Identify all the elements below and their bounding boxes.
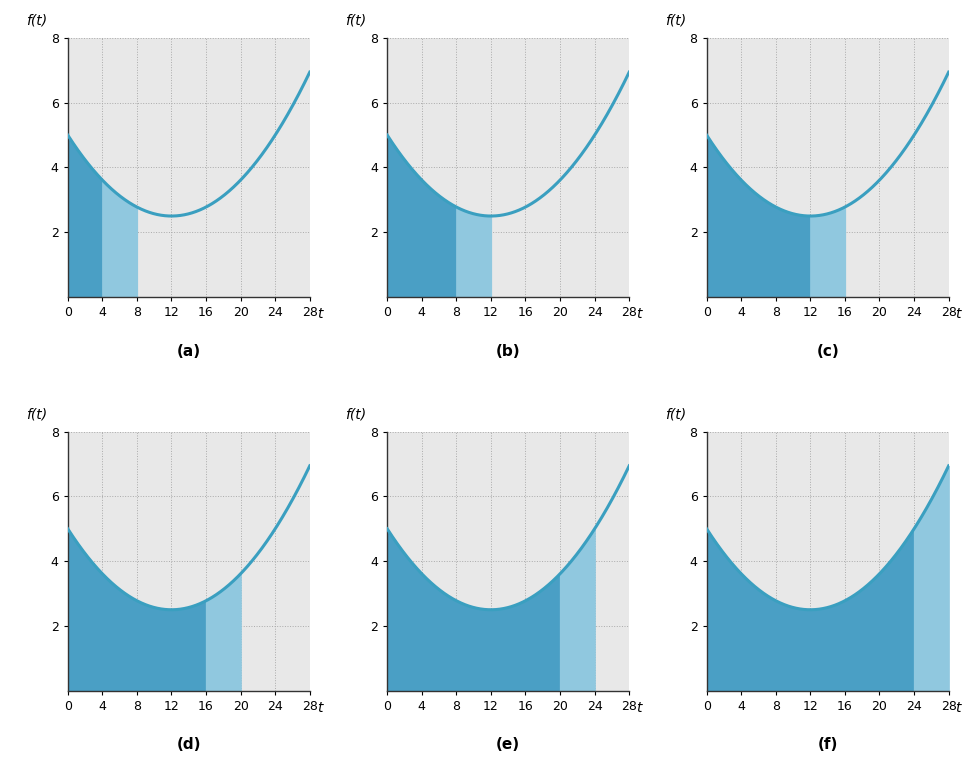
Text: (f): (f) xyxy=(817,737,838,752)
X-axis label: t: t xyxy=(317,701,322,715)
X-axis label: t: t xyxy=(636,307,642,321)
Y-axis label: f(t): f(t) xyxy=(26,14,46,27)
Y-axis label: f(t): f(t) xyxy=(346,408,366,421)
Text: (c): (c) xyxy=(816,344,839,358)
Text: (b): (b) xyxy=(496,344,521,358)
Text: (a): (a) xyxy=(177,344,200,358)
X-axis label: t: t xyxy=(955,701,961,715)
Y-axis label: f(t): f(t) xyxy=(346,14,366,27)
Y-axis label: f(t): f(t) xyxy=(26,408,46,421)
Y-axis label: f(t): f(t) xyxy=(665,408,685,421)
Y-axis label: f(t): f(t) xyxy=(665,14,685,27)
X-axis label: t: t xyxy=(317,307,322,321)
X-axis label: t: t xyxy=(636,701,642,715)
Text: (d): (d) xyxy=(176,737,201,752)
X-axis label: t: t xyxy=(955,307,961,321)
Text: (e): (e) xyxy=(497,737,520,752)
